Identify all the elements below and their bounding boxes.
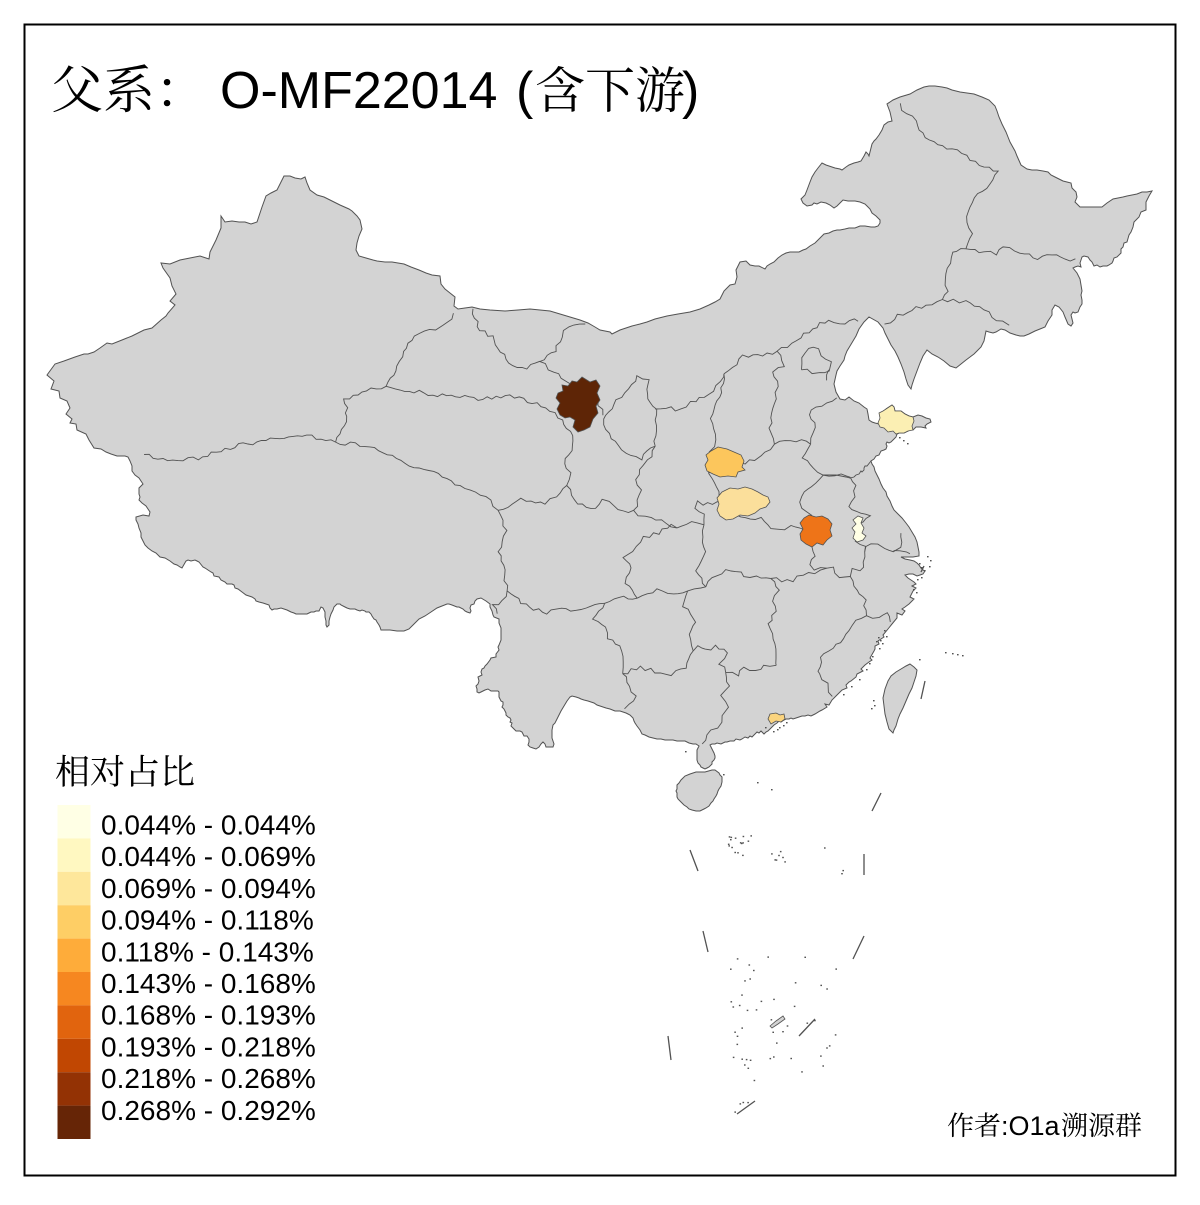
svg-text:0.193% - 0.218%: 0.193% - 0.218% bbox=[101, 1031, 316, 1062]
svg-text:): ) bbox=[682, 62, 699, 120]
svg-text:0.044% - 0.044%: 0.044% - 0.044% bbox=[101, 810, 316, 841]
svg-text:(: ( bbox=[516, 62, 534, 120]
svg-text:0.218% - 0.268%: 0.218% - 0.268% bbox=[101, 1063, 316, 1094]
svg-text:O-MF22014: O-MF22014 bbox=[220, 62, 497, 120]
svg-text:0.268% - 0.292%: 0.268% - 0.292% bbox=[101, 1095, 316, 1126]
svg-text:0.044% - 0.069%: 0.044% - 0.069% bbox=[101, 841, 316, 872]
svg-text::O1a: :O1a bbox=[1001, 1111, 1061, 1141]
svg-text:0.168% - 0.193%: 0.168% - 0.193% bbox=[101, 1000, 316, 1031]
svg-text:0.069% - 0.094%: 0.069% - 0.094% bbox=[101, 873, 316, 904]
svg-text:0.094% - 0.118%: 0.094% - 0.118% bbox=[101, 905, 314, 936]
svg-text:0.118% - 0.143%: 0.118% - 0.143% bbox=[101, 936, 314, 967]
svg-text:0.143% - 0.168%: 0.143% - 0.168% bbox=[101, 968, 316, 999]
